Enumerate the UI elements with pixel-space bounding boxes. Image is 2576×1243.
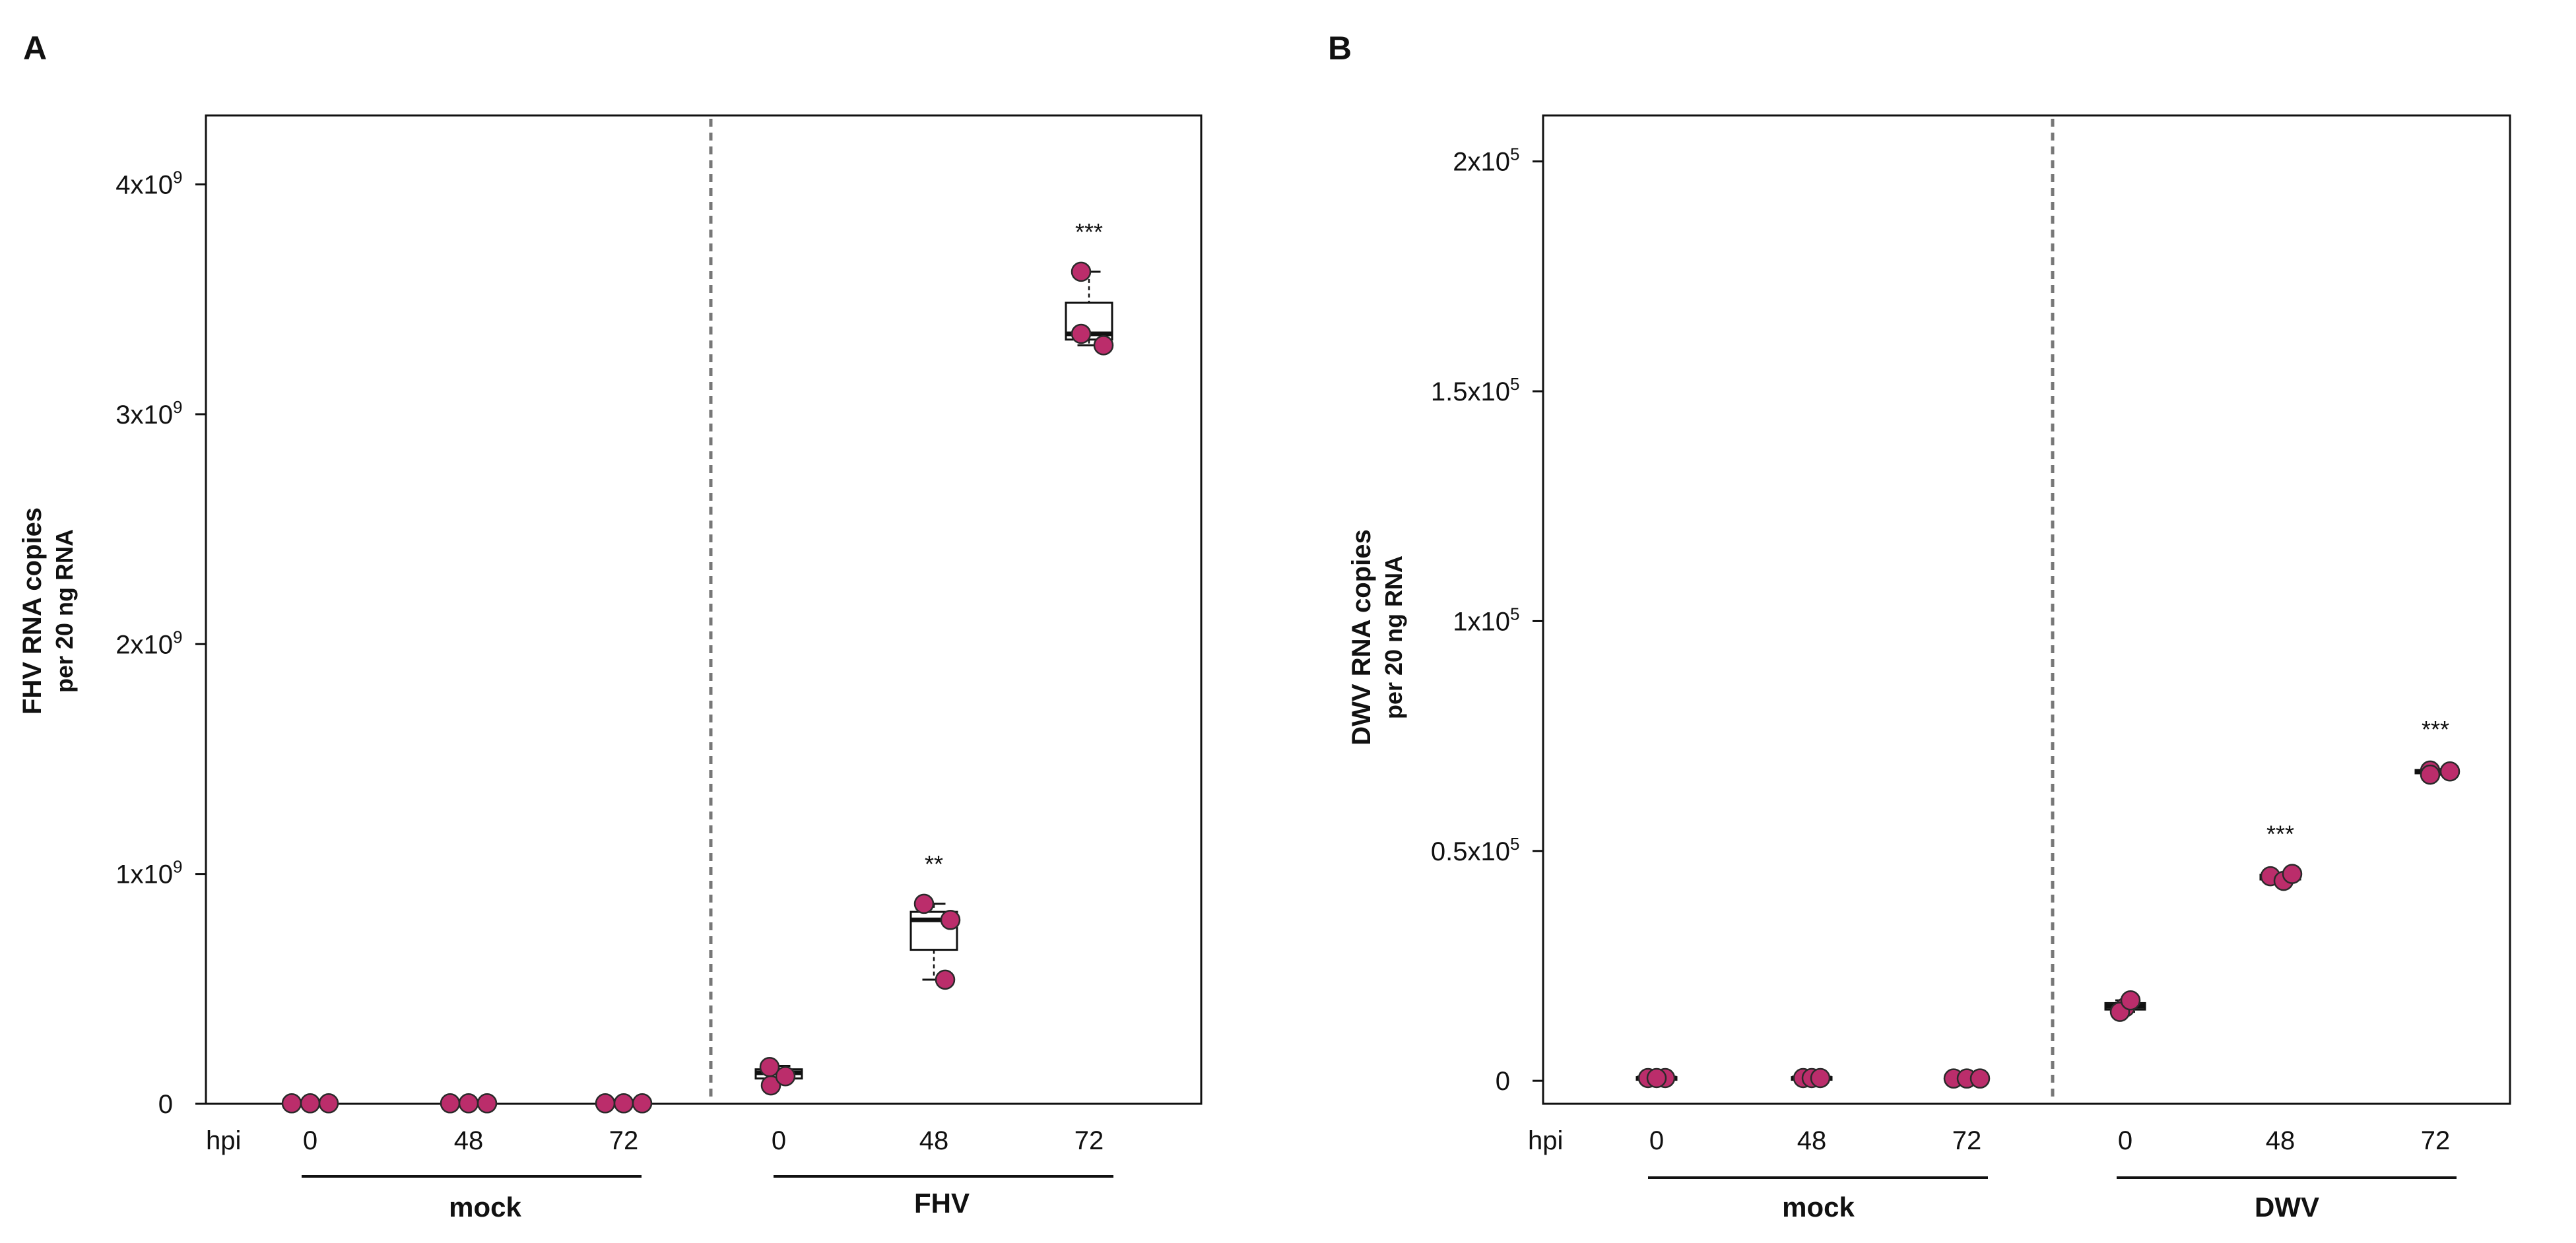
x-categories-b: 0 48 72 0 48 72 [1649,1126,2450,1155]
panel-letter-b: B [1328,30,1352,67]
data-point-a-fhv-48-3 [935,969,956,990]
x-categories-a: 0 48 72 0 48 72 [303,1126,1104,1155]
x-axis-label-b: hpi [1528,1126,1563,1155]
svg-text:0: 0 [1496,1067,1510,1096]
svg-text:2x10: 2x10 [116,630,173,659]
data-point-b-mock-0-3 [1646,1068,1667,1089]
svg-text:5: 5 [1510,604,1519,623]
y-axis-label-a-line2: per 20 ng RNA [51,529,78,693]
svg-text:9: 9 [173,627,182,647]
data-point-a-fhv-72-3 [1093,335,1114,356]
data-point-a-mock-72-1 [595,1093,616,1114]
x-tick-label-b-mock-0: 0 [1649,1126,1664,1155]
data-point-a-fhv-72-1 [1071,261,1092,282]
svg-text:1.5x10: 1.5x10 [1431,377,1510,406]
plot-frame-a [205,114,1203,1105]
data-point-b-dwv-72-2 [2439,761,2460,782]
svg-text:5: 5 [1510,374,1519,394]
box-a-fhv-48 [909,910,958,951]
x-tick-label-b-mock-48: 48 [1797,1126,1827,1155]
y-axis-label-b-line2: per 20 ng RNA [1380,556,1407,719]
significance-label-a-fhv-48: ** [925,850,943,877]
data-point-a-mock-0-3 [318,1093,339,1114]
x-tick-label-b-mock-72: 72 [1952,1126,1982,1155]
data-point-a-mock-48-3 [477,1093,498,1114]
svg-text:0.5x10: 0.5x10 [1431,837,1510,866]
svg-text:1x10: 1x10 [1453,607,1510,636]
data-point-a-fhv-0-2 [759,1057,780,1077]
data-point-b-dwv-48-3 [2282,864,2303,884]
y-tick-a-2: 2x10 9 [116,627,206,659]
data-point-b-dwv-72-3 [2420,764,2441,785]
panel-b: B DWV RNA copies per 20 ng RNA 0 0.5x10 5… [1328,30,2511,1223]
x-tick-label-a-mock-48: 48 [454,1126,484,1155]
data-point-a-fhv-0-3 [775,1066,796,1087]
data-point-a-mock-72-2 [613,1093,634,1114]
data-point-a-fhv-48-1 [913,893,935,914]
data-point-b-mock-48-3 [1810,1068,1831,1089]
svg-text:5: 5 [1510,834,1519,854]
data-point-b-dwv-0-3 [2120,990,2141,1011]
x-tick-label-a-fhv-48: 48 [919,1126,949,1155]
svg-text:4x10: 4x10 [116,171,173,200]
y-tick-a-0: 0 [158,1090,206,1119]
x-tick-label-a-mock-0: 0 [303,1126,317,1155]
plot-frame-b [1542,114,2511,1105]
svg-text:2x10: 2x10 [1453,148,1510,177]
svg-text:9: 9 [173,397,182,417]
data-point-b-mock-72-3 [1969,1068,1991,1089]
group-label-b-mock: mock [1782,1192,1855,1223]
x-tick-label-b-dwv-48: 48 [2266,1126,2295,1155]
data-point-a-mock-48-1 [440,1093,461,1114]
significance-label-b-dwv-48: *** [2266,821,2294,848]
data-point-a-mock-0-2 [300,1093,321,1114]
y-tick-b-0: 0 [1496,1067,1543,1096]
svg-text:5: 5 [1510,144,1519,164]
y-axis-label-b-line1: DWV RNA copies [1347,529,1376,745]
svg-text:3x10: 3x10 [116,400,173,430]
y-tick-b-3: 1.5x10 5 [1431,374,1543,406]
y-axis-label-a-line1: FHV RNA copies [18,507,47,715]
y-tick-a-3: 3x10 9 [116,397,206,430]
significance-label-b-dwv-72: *** [2422,716,2449,743]
x-tick-label-b-dwv-72: 72 [2421,1126,2451,1155]
group-label-b-dwv: DWV [2255,1192,2319,1223]
svg-text:9: 9 [173,168,182,187]
svg-text:9: 9 [173,857,182,877]
x-tick-label-a-mock-72: 72 [609,1126,639,1155]
data-point-a-mock-0-1 [281,1093,302,1114]
y-tick-a-4: 4x10 9 [116,168,206,200]
y-ticks-a: 0 1x10 9 2x10 9 3x10 9 4x10 9 [116,168,206,1119]
data-marks-a: ***** [281,218,1114,1114]
x-tick-label-a-fhv-72: 72 [1074,1126,1104,1155]
panel-letter-a: A [23,30,47,67]
y-ticks-b: 0 0.5x10 5 1x10 5 1.5x10 5 2x10 5 [1431,144,1543,1096]
x-axis-label-a: hpi [206,1126,241,1155]
group-label-a-mock: mock [449,1192,521,1223]
group-label-a-fhv: FHV [914,1188,970,1219]
data-point-a-fhv-72-2 [1071,323,1092,344]
significance-label-a-fhv-72: *** [1075,218,1103,245]
y-tick-b-2: 1x10 5 [1453,604,1543,636]
y-axis-label-b: DWV RNA copies per 20 ng RNA [1347,529,1407,745]
svg-text:0: 0 [158,1090,173,1119]
data-marks-b: *** *** [1635,716,2460,1089]
data-point-a-mock-48-2 [458,1093,479,1114]
svg-text:1x10: 1x10 [116,860,173,889]
y-tick-b-1: 0.5x10 5 [1431,834,1543,866]
data-point-a-fhv-48-2 [940,910,961,930]
y-tick-b-4: 2x10 5 [1453,144,1543,177]
x-tick-label-a-fhv-0: 0 [772,1126,786,1155]
y-axis-label-a: FHV RNA copies per 20 ng RNA [18,507,78,715]
x-tick-label-b-dwv-0: 0 [2118,1126,2132,1155]
panel-a: A FHV RNA copies per 20 ng RNA 0 1x10 9 2… [18,30,1203,1223]
y-tick-a-1: 1x10 9 [116,857,206,889]
data-point-a-mock-72-3 [632,1093,653,1114]
